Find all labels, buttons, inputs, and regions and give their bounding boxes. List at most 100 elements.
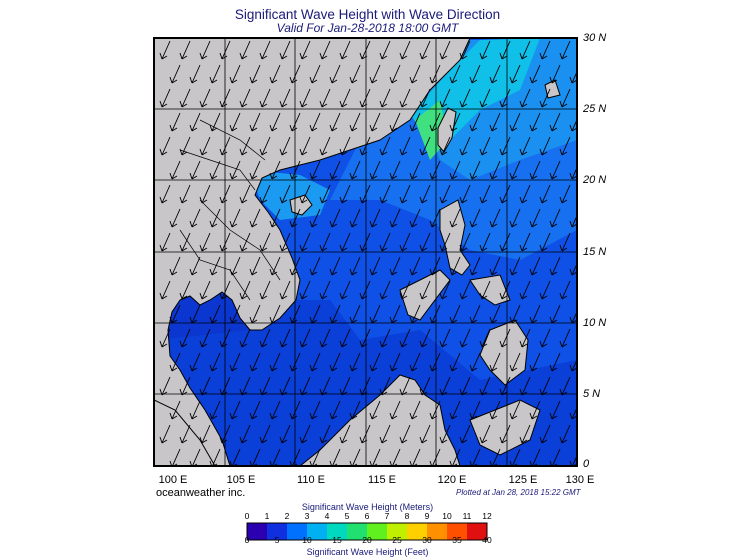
wave-arrow xyxy=(509,304,521,324)
wave-arrow xyxy=(239,88,251,108)
wave-arrow xyxy=(349,304,361,324)
wave-arrow xyxy=(379,40,391,60)
lat-label-5n: 5 N xyxy=(583,388,601,400)
wave-arrow xyxy=(199,88,211,108)
lon-label-120e: 120 E xyxy=(437,474,467,486)
wave-arrow xyxy=(409,160,421,180)
wave-arrow xyxy=(419,424,431,444)
wave-arrow xyxy=(559,136,571,156)
wave-arrow xyxy=(519,232,531,252)
wave-arrow xyxy=(159,280,171,300)
wave-arrow xyxy=(449,160,461,180)
wave-arrow xyxy=(329,64,341,84)
wave-arrow xyxy=(519,376,531,396)
wave-arrow xyxy=(339,184,351,204)
wave-arrow xyxy=(359,280,371,300)
wave-arrow xyxy=(549,64,561,84)
wave-arrow xyxy=(229,400,241,420)
wave-arrow xyxy=(249,304,261,324)
wave-arrow xyxy=(299,424,311,444)
map-frame xyxy=(153,37,578,467)
wave-arrow xyxy=(399,40,411,60)
wave-arrow xyxy=(189,352,201,372)
wave-arrow xyxy=(529,208,541,228)
wave-arrow xyxy=(309,64,321,84)
lat-lon-grid xyxy=(154,38,577,466)
wave-arrow xyxy=(259,232,271,252)
wave-arrow xyxy=(189,112,201,132)
wave-arrow xyxy=(299,232,311,252)
credit-text: oceanweather inc. xyxy=(156,487,246,499)
wave-arrow xyxy=(459,88,471,108)
wave-arrow xyxy=(299,136,311,156)
wave-arrow xyxy=(489,160,501,180)
colorbar-tick-meters: 3 xyxy=(304,511,310,521)
wave-arrow xyxy=(329,112,341,132)
wave-arrow xyxy=(209,400,221,420)
wave-arrow xyxy=(189,400,201,420)
wave-arrow xyxy=(179,424,191,444)
wave-arrow xyxy=(229,352,241,372)
wave-arrow xyxy=(349,256,361,276)
wave-arrow xyxy=(539,40,551,60)
wave-arrow xyxy=(329,352,341,372)
wave-arrow xyxy=(299,280,311,300)
wave-arrow xyxy=(179,136,191,156)
wave-arrow xyxy=(459,376,471,396)
wave-arrow xyxy=(219,232,231,252)
wave-arrow xyxy=(559,280,571,300)
wave-arrow xyxy=(249,64,261,84)
wave-arrow xyxy=(429,160,441,180)
wave-arrow xyxy=(219,328,231,348)
colorbar-tick-feet: 40 xyxy=(482,535,492,545)
wave-arrow xyxy=(389,208,401,228)
wave-height-colorbar xyxy=(246,522,488,541)
wave-arrow xyxy=(399,328,411,348)
wave-arrow xyxy=(469,304,481,324)
wave-arrow xyxy=(349,352,361,372)
wave-arrow xyxy=(469,352,481,372)
wave-arrow xyxy=(389,64,401,84)
wave-arrow xyxy=(169,400,181,420)
wave-arrow xyxy=(369,256,381,276)
colorbar-title-feet: Significant Wave Height (Feet) xyxy=(306,547,429,557)
wave-arrow xyxy=(499,376,511,396)
wave-arrow xyxy=(469,112,481,132)
colorbar-tick-feet: 30 xyxy=(422,535,432,545)
wave-arrow xyxy=(229,256,241,276)
wave-arrow xyxy=(259,280,271,300)
wave-arrow xyxy=(539,184,551,204)
wave-arrow xyxy=(199,136,211,156)
wave-arrow xyxy=(519,136,531,156)
wave-arrow xyxy=(359,184,371,204)
wave-arrow xyxy=(309,400,321,420)
wave-arrow xyxy=(479,40,491,60)
colorbar-segment xyxy=(387,523,408,540)
taiwan-island xyxy=(437,107,457,153)
lat-label-0: 0 xyxy=(583,458,590,470)
colorbar-segment xyxy=(467,523,488,540)
wave-arrow xyxy=(409,64,421,84)
wave-arrow xyxy=(559,40,571,60)
wave-arrow xyxy=(269,112,281,132)
colorbar-segment xyxy=(367,523,388,540)
colorbar-tick-feet: 25 xyxy=(392,535,402,545)
wave-arrow xyxy=(479,376,491,396)
wave-arrow xyxy=(229,112,241,132)
lon-label-130e: 130 E xyxy=(565,474,595,486)
wave-arrow xyxy=(359,232,371,252)
lon-label-115e: 115 E xyxy=(368,474,396,486)
wave-arrow xyxy=(199,328,211,348)
visayas-islands xyxy=(469,274,511,306)
wave-arrow xyxy=(549,304,561,324)
wave-arrow xyxy=(379,136,391,156)
wave-arrow xyxy=(359,88,371,108)
map-area xyxy=(154,38,577,466)
wave-arrow xyxy=(529,400,541,420)
wave-arrow xyxy=(309,112,321,132)
wave-arrow xyxy=(409,256,421,276)
colorbar-segment xyxy=(307,523,328,540)
wave-arrow xyxy=(539,232,551,252)
wave-arrow xyxy=(239,280,251,300)
colorbar-tick-feet: 5 xyxy=(274,535,280,545)
